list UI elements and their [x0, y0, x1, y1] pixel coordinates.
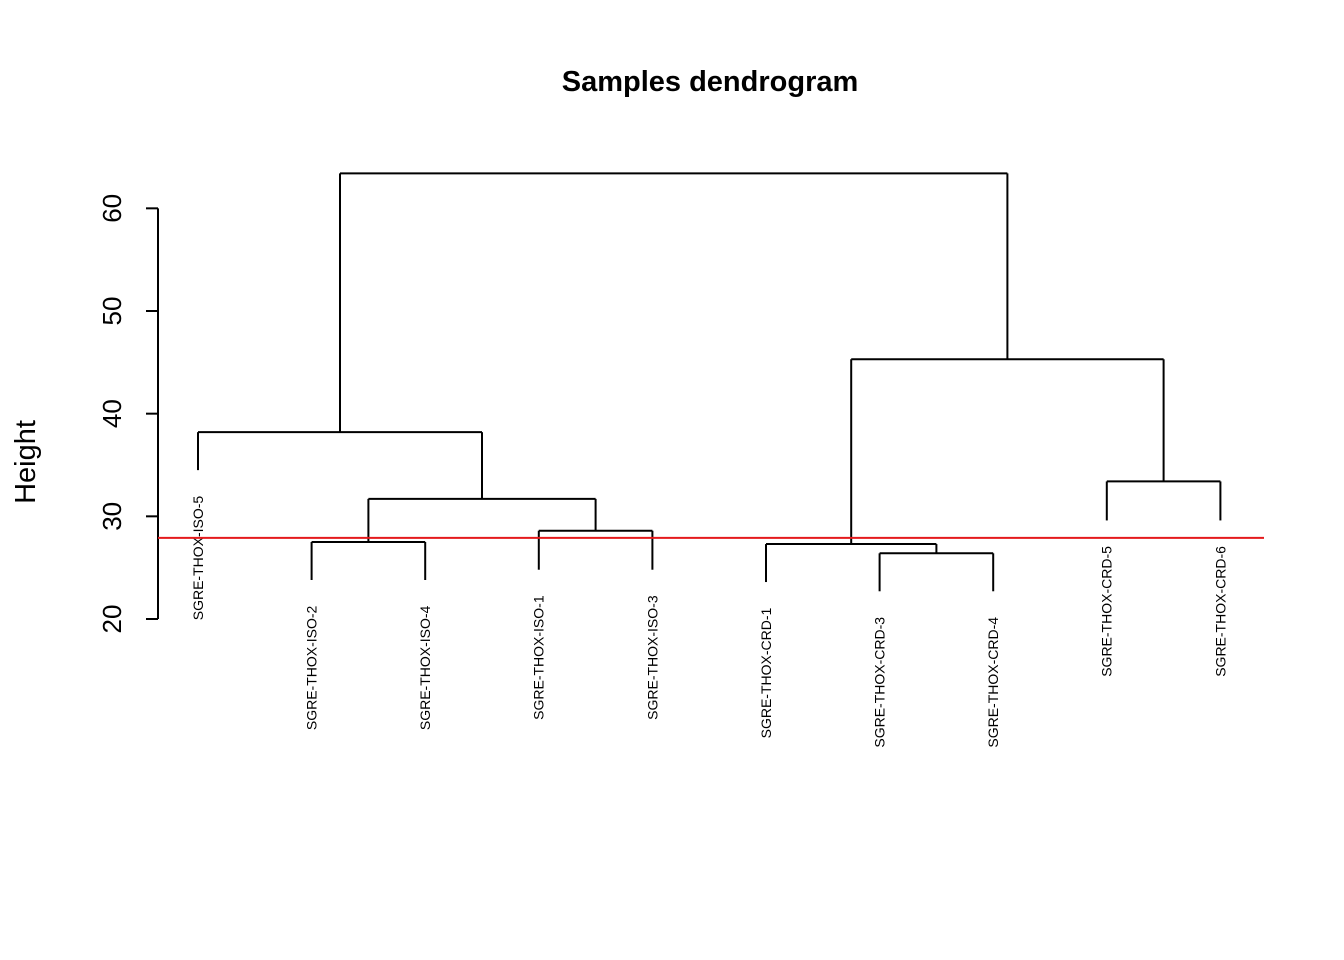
y-tick-label: 40	[97, 399, 127, 428]
y-tick-label: 50	[97, 297, 127, 326]
leaf-label: SGRE-THOX-CRD-1	[758, 607, 774, 738]
leaf-label: SGRE-THOX-CRD-5	[1099, 546, 1115, 677]
chart-title: Samples dendrogram	[562, 66, 859, 98]
y-tick-label: 20	[97, 605, 127, 634]
leaf-label: SGRE-THOX-CRD-4	[985, 617, 1001, 748]
dendrogram-branches	[197, 172, 1222, 592]
leaf-label: SGRE-THOX-CRD-3	[872, 617, 888, 748]
leaf-label: SGRE-THOX-ISO-1	[531, 595, 547, 720]
leaf-label: SGRE-THOX-CRD-6	[1212, 546, 1228, 677]
leaf-label: SGRE-THOX-ISO-5	[190, 496, 206, 621]
y-tick-label: 60	[97, 194, 127, 223]
y-axis-label: Height	[10, 420, 42, 504]
leaf-label: SGRE-THOX-ISO-2	[304, 605, 320, 730]
y-axis: 20 30 40 50 60	[97, 194, 159, 634]
leaf-label: SGRE-THOX-ISO-3	[644, 595, 660, 720]
leaf-label: SGRE-THOX-ISO-4	[417, 605, 433, 730]
y-tick-label: 30	[97, 502, 127, 531]
leaf-labels: SGRE-THOX-ISO-5 SGRE-THOX-ISO-2 SGRE-THOX-…	[190, 496, 1228, 748]
